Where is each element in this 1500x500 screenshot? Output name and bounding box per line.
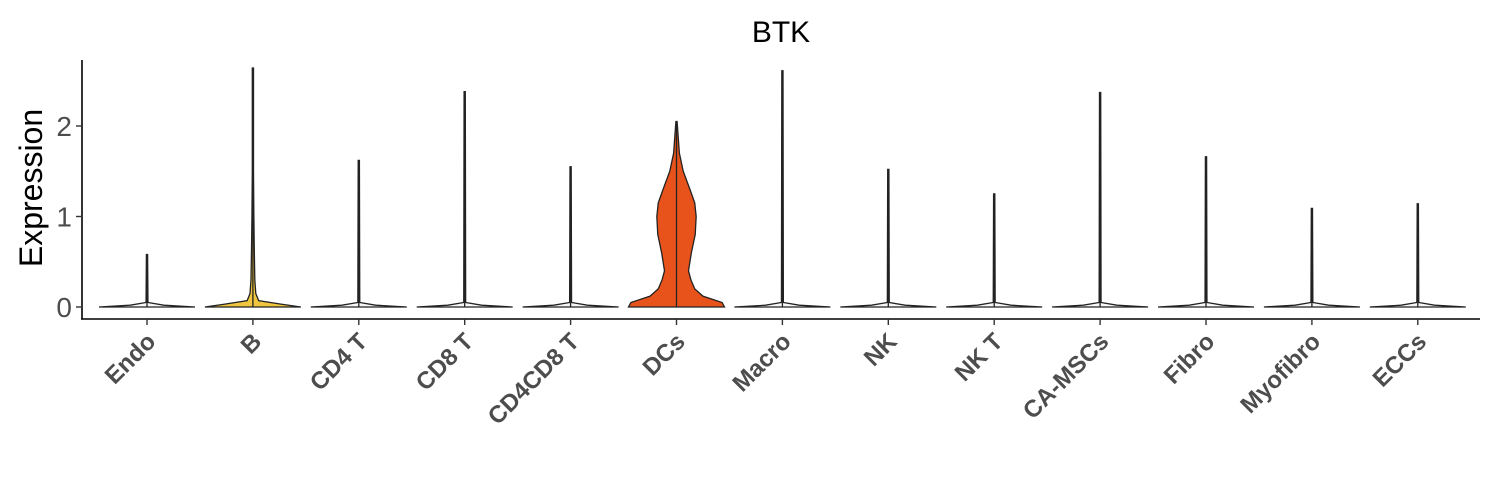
y-axis-ticks: 0 1 2 xyxy=(56,111,82,323)
y-tick-label: 1 xyxy=(56,202,72,233)
x-tick-label: B xyxy=(236,328,267,359)
plot-area xyxy=(98,67,1466,308)
x-tick-label: CD8 T xyxy=(411,328,479,396)
x-tick-label: NK T xyxy=(950,328,1009,387)
x-tick-label: Endo xyxy=(100,328,162,390)
chart-title: BTK xyxy=(752,16,810,49)
x-tick-label: Macro xyxy=(728,328,797,397)
x-tick-label: Fibro xyxy=(1159,328,1221,390)
x-tick-label: DCs xyxy=(638,328,691,381)
x-axis-ticks: Endo B CD4 T CD8 T CD4CD8 T DCs Macro NK NK T CA-… xyxy=(100,319,1432,430)
x-tick-label: Myofibro xyxy=(1235,328,1326,419)
x-tick-label: NK xyxy=(859,328,903,372)
x-tick-label: ECCs xyxy=(1368,328,1432,392)
x-tick-label: CD4CD8 T xyxy=(483,328,585,430)
y-tick-label: 0 xyxy=(56,292,72,323)
x-tick-label: CD4 T xyxy=(305,328,373,396)
x-tick-label: CA-MSCs xyxy=(1018,328,1114,424)
y-tick-label: 2 xyxy=(56,111,72,142)
y-axis-label: Expression xyxy=(13,109,49,267)
